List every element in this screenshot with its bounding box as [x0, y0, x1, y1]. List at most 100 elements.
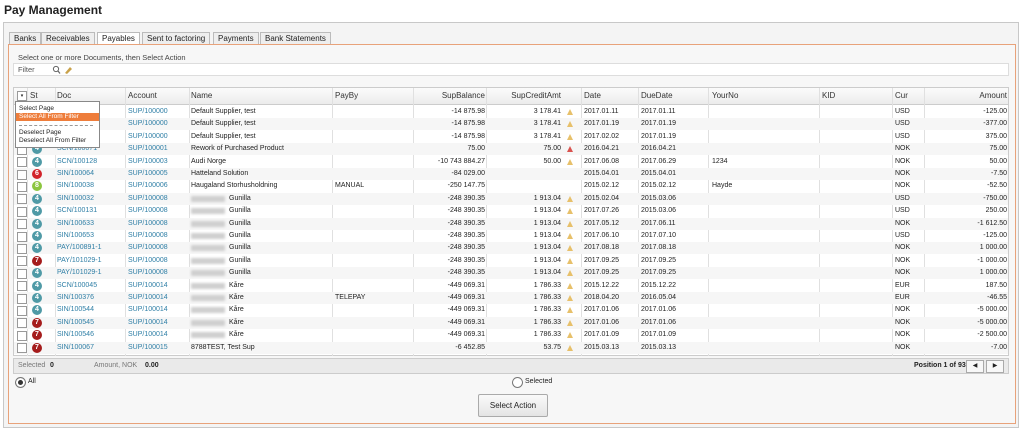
account-cell[interactable]: SUP/100000 — [128, 132, 168, 140]
filter-icons[interactable] — [52, 65, 74, 75]
account-cell[interactable]: SUP/100014 — [128, 294, 168, 301]
tab[interactable]: Payables — [97, 32, 140, 44]
doc-cell[interactable]: SCN/100045 — [57, 281, 98, 289]
pay-by-cell: TELEPAY — [335, 294, 366, 301]
account-cell[interactable]: SUP/100003 — [128, 157, 168, 165]
account-cell[interactable]: SUP/100014 — [128, 331, 168, 339]
select-all-toggle[interactable]: ▾ — [17, 91, 27, 101]
sup-balance-cell: -449 069.31 — [447, 281, 485, 289]
tab[interactable]: Bank Statements — [260, 32, 331, 44]
menu-item[interactable]: Select All From Filter — [16, 113, 99, 121]
sup-balance-cell: -449 069.31 — [447, 331, 485, 339]
account-cell[interactable]: SUP/100005 — [128, 170, 168, 177]
doc-cell[interactable]: SIN/100653 — [57, 232, 94, 239]
doc-cell[interactable]: SIN/100038 — [57, 182, 94, 190]
row-checkbox[interactable] — [17, 169, 27, 180]
flag-icon — [567, 121, 573, 128]
flag-icon — [567, 233, 573, 239]
account-cell[interactable]: SUP/100014 — [128, 318, 168, 326]
doc-cell[interactable]: SIN/100546 — [57, 331, 94, 339]
column-header[interactable]: YourNo — [712, 91, 739, 100]
column-header[interactable]: KID — [822, 91, 836, 100]
account-cell[interactable]: SUP/100001 — [128, 145, 168, 153]
row-checkbox[interactable] — [17, 330, 27, 341]
row-checkbox[interactable] — [17, 231, 27, 242]
doc-cell[interactable]: SIN/100064 — [57, 170, 94, 177]
account-cell[interactable]: SUP/100008 — [128, 256, 168, 264]
menu-item[interactable]: Deselect Page — [19, 129, 62, 136]
next-page-button[interactable]: ▶ — [986, 360, 1004, 373]
date-cell: 2017.06.08 — [584, 157, 620, 165]
doc-cell[interactable]: PAY/100891-1 — [57, 244, 102, 252]
menu-item[interactable]: Deselect All From Filter — [19, 137, 87, 144]
column-header[interactable]: Date — [584, 91, 601, 100]
row-checkbox[interactable] — [17, 243, 27, 254]
account-cell[interactable]: SUP/100006 — [128, 182, 168, 190]
doc-cell[interactable]: SIN/100545 — [57, 318, 94, 326]
doc-cell[interactable]: SIN/100032 — [57, 194, 94, 202]
account-cell[interactable]: SUP/100000 — [128, 120, 168, 128]
account-cell[interactable]: SUP/100014 — [128, 306, 168, 314]
column-header[interactable]: Cur — [895, 91, 908, 100]
account-cell[interactable]: SUP/100015 — [128, 343, 168, 351]
column-header[interactable]: Amount — [979, 91, 1007, 100]
tab[interactable]: Sent to factoring — [142, 32, 211, 44]
row-checkbox[interactable] — [17, 318, 27, 329]
radio-label[interactable]: All — [28, 378, 36, 385]
select-action-button[interactable]: Select Action — [478, 394, 548, 417]
account-cell[interactable]: SUP/100008 — [128, 194, 168, 202]
doc-cell[interactable]: SCN/100128 — [57, 157, 98, 165]
radio-button[interactable] — [512, 377, 523, 388]
account-cell[interactable]: SUP/100000 — [128, 108, 168, 115]
account-cell[interactable]: SUP/100008 — [128, 207, 168, 215]
name-cell: Gunilla — [229, 207, 251, 215]
prev-page-button[interactable]: ◀ — [966, 360, 984, 373]
cur-cell: NOK — [895, 306, 911, 314]
column-header[interactable]: SupBalance — [441, 91, 485, 100]
row-checkbox[interactable] — [17, 157, 27, 168]
name-cell: Default Supplier, test — [191, 108, 256, 115]
account-cell[interactable]: SUP/100014 — [128, 281, 168, 289]
row-checkbox[interactable] — [17, 219, 27, 230]
radio-label[interactable]: Selected — [525, 378, 553, 385]
doc-cell[interactable]: SCN/100071 — [57, 145, 98, 153]
column-header[interactable]: Account — [128, 91, 157, 100]
tab[interactable]: Receivables — [41, 32, 95, 44]
doc-cell[interactable]: SIN/100544 — [57, 306, 94, 314]
column-header[interactable]: DueDate — [641, 91, 673, 100]
row-checkbox[interactable] — [17, 268, 27, 279]
row-checkbox[interactable] — [17, 206, 27, 217]
tab[interactable]: Payments — [213, 32, 259, 44]
column-header[interactable]: PayBy — [335, 91, 359, 100]
column-header[interactable]: St — [30, 91, 38, 100]
tab[interactable]: Banks — [9, 32, 42, 44]
account-cell[interactable]: SUP/100008 — [128, 219, 168, 227]
row-stripe — [14, 292, 1008, 304]
row-checkbox[interactable] — [17, 181, 27, 192]
row-checkbox[interactable] — [17, 293, 27, 304]
redacted-name — [191, 332, 225, 339]
row-checkbox[interactable] — [17, 305, 27, 316]
doc-cell[interactable]: PAY/101029-1 — [57, 256, 102, 264]
account-cell[interactable]: SUP/100008 — [128, 244, 168, 252]
name-cell: Gunilla — [229, 256, 251, 264]
sup-balance-cell: 75.00 — [467, 145, 485, 153]
account-cell[interactable]: SUP/100008 — [128, 269, 168, 277]
account-cell[interactable]: SUP/100008 — [128, 232, 168, 239]
menu-item[interactable]: Select Page — [19, 105, 55, 112]
radio-button[interactable] — [15, 377, 26, 388]
sup-balance-cell: -14 875.98 — [451, 132, 485, 140]
column-header[interactable]: Doc — [57, 91, 72, 100]
doc-cell[interactable]: SIN/100067 — [57, 343, 94, 351]
column-header[interactable]: SupCreditAmt — [511, 91, 561, 100]
column-header[interactable]: Name — [191, 91, 213, 100]
doc-cell[interactable]: SIN/100376 — [57, 294, 94, 301]
row-checkbox[interactable] — [17, 194, 27, 205]
row-checkbox[interactable] — [17, 256, 27, 267]
row-checkbox[interactable] — [17, 281, 27, 292]
doc-cell[interactable]: SIN/100633 — [57, 219, 94, 227]
row-checkbox[interactable] — [17, 343, 27, 354]
doc-cell[interactable]: SCN/100131 — [57, 207, 98, 215]
doc-cell[interactable]: PAY/101029-1 — [57, 269, 102, 277]
sup-balance-cell: -248 390.35 — [447, 256, 485, 264]
